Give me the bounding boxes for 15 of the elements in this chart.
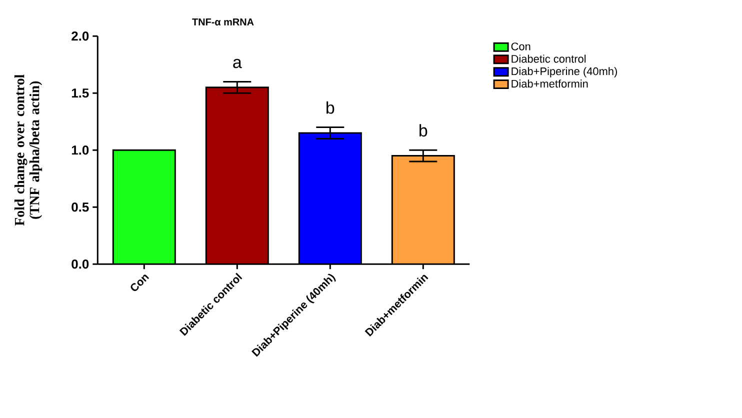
y-tick-label: 1.5	[72, 88, 89, 98]
chart-title: TNF-α mRNA	[192, 18, 254, 26]
legend-label: Diab+metformin	[512, 80, 588, 88]
x-tick-label: Con	[130, 274, 150, 292]
y-axis-title: Fold change over control (TNF alpha/beta actin)	[14, 74, 42, 226]
legend-label: Con	[511, 42, 530, 50]
legend-label: Diabetic control	[512, 54, 586, 63]
annotation: b	[420, 124, 428, 137]
legend-label: Diab+Piperine (40mh)	[512, 67, 617, 78]
y-tick-label: 1.0	[72, 146, 89, 155]
annotation: b	[326, 101, 334, 114]
y-tick-label: 2.0	[72, 32, 89, 41]
annotation: a	[233, 58, 242, 68]
y-tick-label: 0.0	[72, 260, 89, 269]
y-tick-label: 0.5	[72, 202, 89, 212]
